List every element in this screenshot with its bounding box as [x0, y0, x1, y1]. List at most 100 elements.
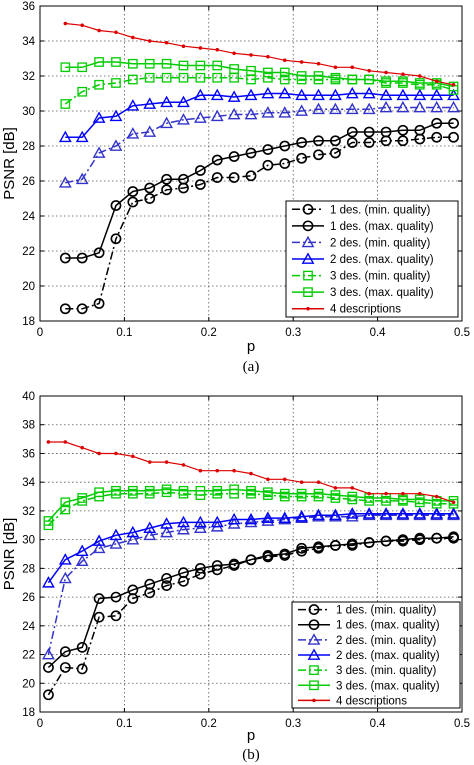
data-point: [414, 532, 426, 544]
data-point: [249, 471, 253, 476]
legend-item: 1 des. (max. quality): [292, 220, 434, 233]
legend-marker: [303, 287, 313, 297]
data-point: [313, 149, 324, 161]
data-point: [345, 510, 359, 522]
legend-label: 2 des. (min. quality): [336, 635, 437, 647]
legend-item: 3 des. (max. quality): [298, 680, 440, 692]
legend-marker: [303, 270, 313, 281]
data-point: [396, 100, 410, 113]
data-point: [278, 106, 292, 118]
chart-b: 0 0.1 0.2 0.3 0.4 0.5 18 20 22 24 26 28 30 32 34 36 38 40…: [1, 391, 470, 763]
legend-label: 3 des. (max. quality): [336, 680, 440, 692]
data-point: [244, 107, 258, 120]
y-tick-label: 30: [22, 535, 35, 547]
data-point: [194, 568, 206, 580]
data-point: [126, 525, 140, 538]
legend: 1 des. (min. quality) 1 des. (max. qualit…: [285, 200, 459, 318]
data-point: [212, 485, 223, 496]
data-point: [59, 303, 71, 315]
data-point: [193, 111, 207, 123]
legend-item: 4 descriptions: [298, 695, 407, 707]
y-tick-label: 28: [22, 141, 35, 153]
data-point: [345, 102, 359, 115]
x-tick-label: 0.4: [370, 718, 387, 730]
series-4: [42, 507, 460, 588]
data-point: [363, 537, 375, 548]
data-point: [396, 507, 410, 519]
data-point: [249, 53, 253, 57]
data-point: [93, 593, 105, 604]
data-point: [58, 553, 72, 565]
data-point: [63, 21, 68, 26]
y-tick-label: 20: [22, 678, 35, 690]
data-point: [262, 159, 274, 171]
data-point: [127, 186, 139, 197]
x-axis-label: p: [247, 727, 255, 744]
data-point: [363, 137, 375, 148]
x-tick-label: 0: [37, 718, 43, 730]
data-point: [263, 72, 273, 83]
data-point: [97, 28, 101, 33]
y-tick-label: 30: [22, 106, 35, 118]
data-point: [127, 74, 138, 85]
data-point: [299, 60, 304, 64]
legend-marker: [308, 619, 320, 631]
legend-label: 3 des. (min. quality): [330, 271, 431, 283]
legend-item: 4 descriptions: [292, 304, 401, 316]
data-point: [147, 460, 152, 464]
data-point: [194, 179, 206, 190]
series-6: [43, 484, 459, 526]
data-point: [345, 86, 359, 99]
legend-marker: [301, 252, 315, 264]
data-point: [198, 468, 203, 473]
data-point: [110, 233, 122, 245]
data-point: [178, 567, 189, 579]
data-point: [161, 173, 172, 185]
data-point: [60, 62, 71, 73]
x-tick-label: 0.5: [454, 327, 470, 339]
data-point: [160, 525, 173, 538]
series-1: [59, 131, 459, 315]
data-point: [448, 81, 459, 92]
data-point: [127, 584, 139, 596]
data-point: [75, 554, 89, 567]
data-point: [161, 58, 172, 69]
data-point: [448, 131, 459, 143]
data-point: [178, 72, 189, 83]
data-point: [313, 488, 324, 499]
data-point: [177, 95, 190, 108]
data-point: [282, 477, 287, 482]
data-point: [244, 88, 258, 101]
data-point: [195, 485, 206, 496]
data-point: [431, 532, 443, 544]
data-point: [94, 487, 104, 498]
data-point: [59, 662, 71, 673]
data-point: [296, 545, 308, 557]
legend-label: 2 des. (max. quality): [336, 650, 440, 662]
data-point: [43, 516, 54, 526]
data-point: [161, 573, 172, 584]
data-point: [76, 641, 88, 653]
data-point: [229, 64, 239, 74]
series-line: [65, 106, 454, 184]
data-point: [211, 154, 223, 166]
data-point: [330, 490, 341, 500]
series-line: [47, 536, 454, 669]
data-point: [195, 60, 206, 71]
data-point: [261, 511, 275, 523]
series-line: [65, 122, 454, 259]
y-axis-label: PSNR [dB]: [1, 127, 18, 200]
data-point: [80, 445, 85, 450]
data-point: [228, 558, 240, 570]
data-point: [330, 72, 341, 83]
data-point: [58, 176, 72, 188]
y-tick-label: 28: [22, 563, 35, 575]
series-7: [63, 21, 456, 87]
series-line: [65, 61, 454, 88]
data-point: [263, 487, 273, 498]
data-point: [296, 137, 308, 148]
data-point: [144, 578, 156, 590]
data-point: [161, 580, 172, 591]
data-point: [144, 193, 156, 204]
